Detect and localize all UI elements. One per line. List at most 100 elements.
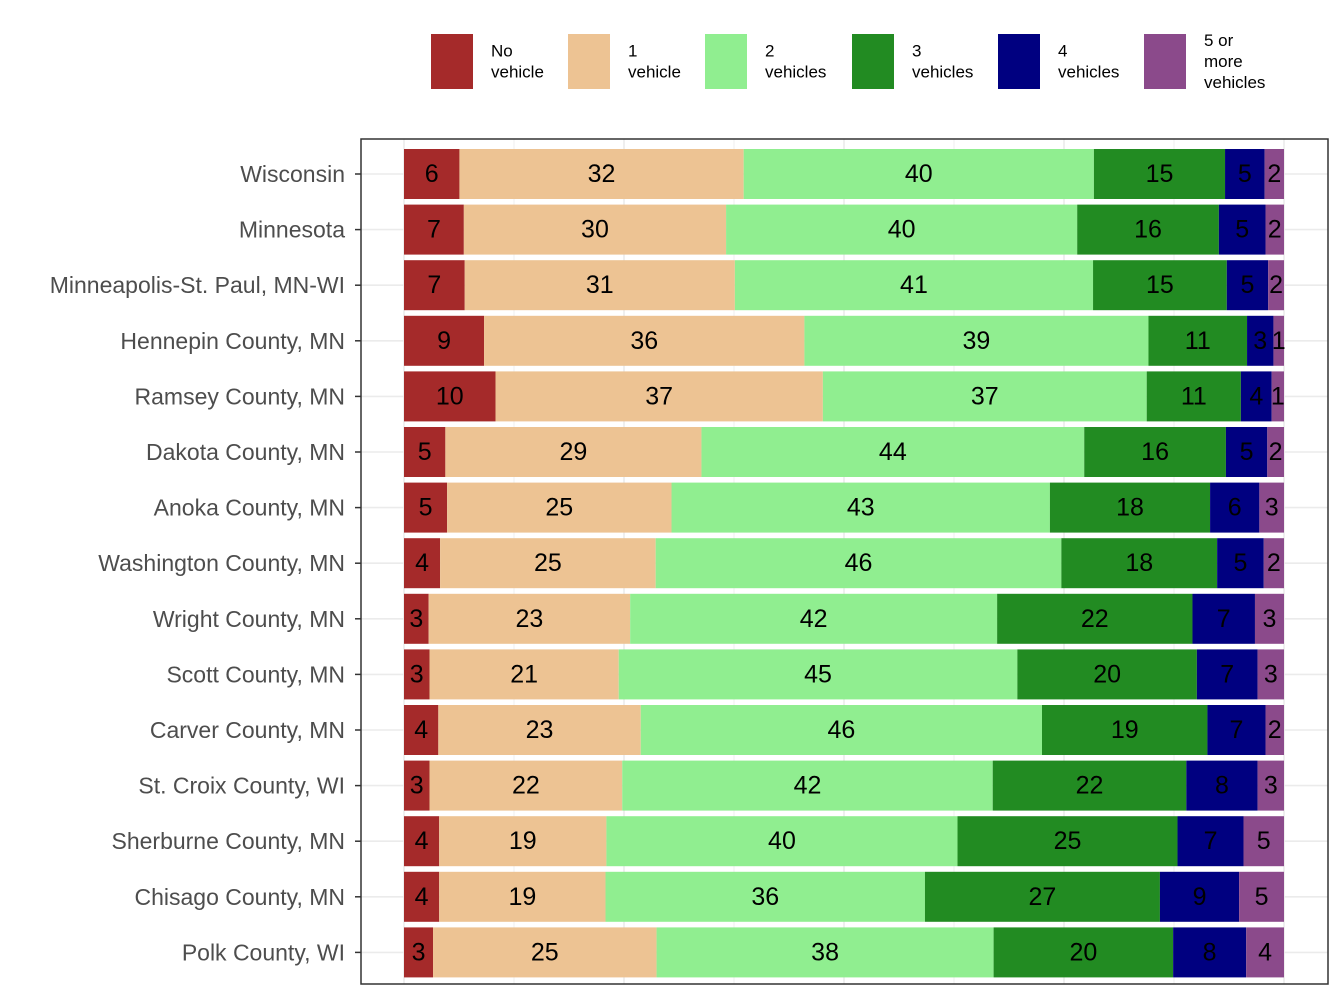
bar-segment <box>1264 149 1284 199</box>
legend-key <box>852 34 894 89</box>
bar-segment <box>484 315 805 366</box>
legend-label: 3 vehicles <box>912 42 973 82</box>
data-label: 3 <box>409 605 423 633</box>
bar-segment <box>428 593 631 644</box>
data-label: 7 <box>1220 660 1234 688</box>
data-label: 40 <box>888 216 916 244</box>
bar-segment <box>1271 371 1284 422</box>
data-label: 23 <box>526 716 554 744</box>
data-label: 2 <box>1268 216 1282 244</box>
bar-segment <box>630 593 998 644</box>
data-label: 3 <box>1253 327 1267 355</box>
legend: No vehicle 1 vehicle 2 vehicles 3 vehicles 4 vehi… <box>431 31 1265 92</box>
legend-label: 1 vehicle <box>628 42 681 82</box>
data-label: 7 <box>1230 716 1244 744</box>
data-label: 18 <box>1125 549 1153 577</box>
data-label: 2 <box>1267 160 1281 188</box>
bar-segment <box>495 371 823 422</box>
data-label: 22 <box>512 772 540 800</box>
bar-row: 4 25 46 18 5 2 <box>404 538 1284 589</box>
data-label: 16 <box>1134 216 1162 244</box>
data-label: 11 <box>1181 382 1207 410</box>
data-label: 4 <box>415 883 429 911</box>
data-label: 5 <box>1257 827 1271 855</box>
bar-segment <box>1146 371 1241 422</box>
bar-segment <box>404 260 465 311</box>
data-label: 4 <box>414 716 428 744</box>
category-label: Washington County, MN <box>98 550 345 576</box>
legend-key <box>998 34 1040 89</box>
data-label: 25 <box>531 938 559 966</box>
data-label: 4 <box>1249 382 1263 410</box>
bar-segment <box>404 538 441 589</box>
bar-segment <box>1263 538 1284 589</box>
bar-segment <box>1093 260 1227 311</box>
data-label: 25 <box>1054 827 1082 855</box>
legend-key <box>1144 34 1186 89</box>
data-label: 5 <box>1255 883 1269 911</box>
bar-segment <box>1084 427 1226 477</box>
data-label: 4 <box>415 827 429 855</box>
bar-row: 3 22 42 22 8 3 <box>404 760 1284 811</box>
bar-segment <box>404 927 434 978</box>
data-label: 8 <box>1215 772 1229 800</box>
data-label: 21 <box>510 660 538 688</box>
data-label: 23 <box>515 605 543 633</box>
bar-segment <box>726 204 1078 255</box>
bar-segment <box>1196 649 1258 700</box>
bar-segment <box>1173 927 1247 978</box>
data-label: 6 <box>425 160 439 188</box>
bar-segment <box>993 927 1174 978</box>
bar-segment <box>445 427 702 477</box>
bar-segment <box>433 927 657 978</box>
bar-segment <box>1049 482 1211 533</box>
data-label: 5 <box>419 494 433 522</box>
category-label: Ramsey County, MN <box>135 383 345 409</box>
bar-row: 6 32 40 15 5 2 <box>404 149 1284 199</box>
data-label: 40 <box>768 827 796 855</box>
bar-segment <box>1239 871 1284 922</box>
data-label: 46 <box>845 549 873 577</box>
bar-segment <box>605 871 925 922</box>
bar-segment <box>1177 816 1244 867</box>
data-label: 3 <box>412 938 426 966</box>
legend-item: 5 or more vehicles <box>1144 31 1265 92</box>
bar-segment <box>957 816 1178 867</box>
bar-segment <box>439 871 606 922</box>
data-label: 19 <box>1111 716 1139 744</box>
data-label: 11 <box>1185 327 1211 355</box>
bar-segment <box>404 149 460 199</box>
bar-segment <box>701 427 1085 477</box>
data-label: 3 <box>1265 494 1279 522</box>
data-label: 2 <box>1269 271 1283 299</box>
bar-segment <box>1259 482 1284 533</box>
data-label: 3 <box>1264 772 1278 800</box>
bar-segment <box>1246 927 1284 978</box>
bar-row: 10 37 37 11 4 1 <box>404 371 1285 422</box>
legend-label: 2 vehicles <box>765 42 826 82</box>
bar-segment <box>618 649 1018 700</box>
bar-segment <box>1225 427 1268 477</box>
bar-segment <box>447 482 672 533</box>
bar-segment <box>404 427 446 477</box>
data-label: 3 <box>1263 605 1277 633</box>
data-label: 18 <box>1116 494 1144 522</box>
data-label: 5 <box>1235 216 1249 244</box>
category-label: Chisago County, MN <box>135 884 346 910</box>
bar-row: 3 25 38 20 8 4 <box>404 927 1284 978</box>
bar-segment <box>997 593 1193 644</box>
legend-item: 2 vehicles <box>705 34 826 89</box>
bar-row: 9 36 39 11 3 1 <box>404 315 1286 366</box>
legend-item: 1 vehicle <box>568 34 681 89</box>
data-label: 3 <box>1264 660 1278 688</box>
data-label: 7 <box>427 271 441 299</box>
data-label: 4 <box>415 549 429 577</box>
bar-row: 7 31 41 15 5 2 <box>404 260 1284 311</box>
bar-row: 5 25 43 18 6 3 <box>404 482 1284 533</box>
legend-item: No vehicle <box>431 34 544 89</box>
bar-segment <box>1217 538 1264 589</box>
bar-segment <box>1061 538 1218 589</box>
bar-segment <box>1257 760 1284 811</box>
bar-row: 7 30 40 16 5 2 <box>404 204 1284 255</box>
data-label: 9 <box>437 327 451 355</box>
